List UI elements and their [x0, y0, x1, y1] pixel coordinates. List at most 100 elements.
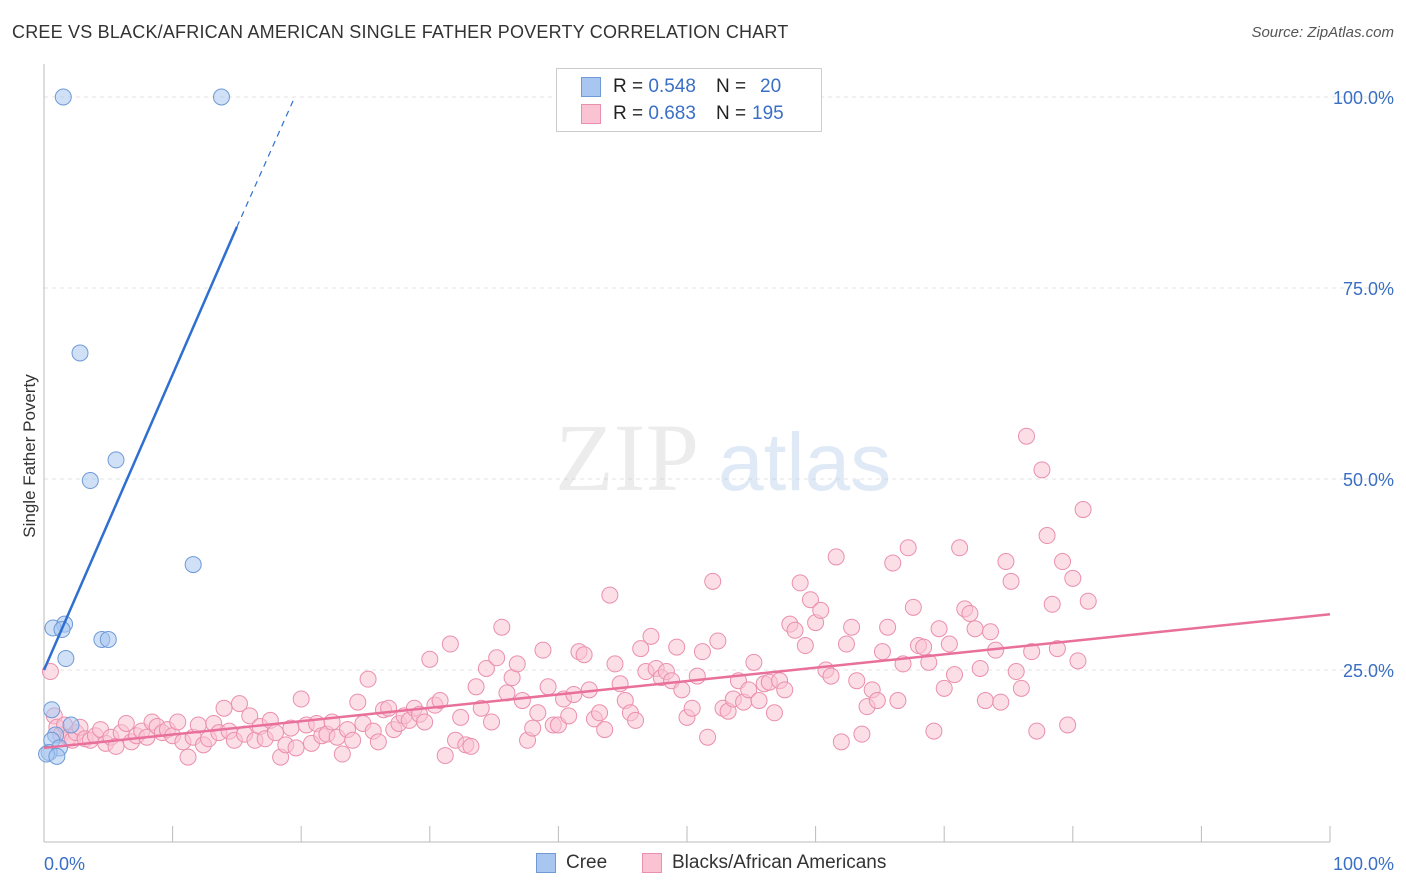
black-point: [241, 707, 259, 725]
black-point: [925, 722, 943, 740]
black-point: [292, 690, 310, 708]
black-point: [940, 635, 958, 653]
series-legend-cree[interactable]: Cree: [536, 852, 607, 874]
series-legend-black[interactable]: Blacks/African Americans: [642, 852, 886, 874]
black-point: [822, 667, 840, 685]
black-point: [992, 693, 1010, 711]
black-point: [467, 678, 485, 696]
black-point: [1064, 569, 1082, 587]
black-point: [1074, 501, 1092, 519]
black-point: [776, 681, 794, 699]
cree-point: [184, 556, 202, 574]
watermark-zip: ZIP: [555, 404, 699, 511]
trend-lines: [42, 96, 1331, 750]
black-point: [627, 711, 645, 729]
black-point: [765, 704, 783, 722]
black-point: [930, 620, 948, 638]
black-point: [462, 737, 480, 755]
black-point: [976, 692, 994, 710]
black-point: [704, 572, 722, 590]
legend-row-cree: R = 0.548 N = 20: [581, 75, 781, 99]
black-point: [642, 627, 660, 645]
zipatlas-watermark: ZIP atlas: [555, 404, 891, 511]
cree-point: [62, 716, 80, 734]
black-point: [1023, 643, 1041, 661]
x-tick-label-min: 0.0%: [44, 854, 85, 874]
black-point: [117, 714, 135, 732]
series-label-black: Blacks/African Americans: [672, 852, 887, 873]
series-legend: Cree Blacks/African Americans: [0, 852, 1406, 876]
black-point: [951, 539, 969, 557]
black-point: [837, 635, 855, 653]
black-point: [441, 635, 459, 653]
black-point: [488, 649, 506, 667]
cree-point: [81, 472, 99, 490]
series-swatch-black: [642, 853, 662, 873]
black-point: [889, 692, 907, 710]
black-point: [915, 638, 933, 656]
cree-point: [212, 88, 230, 106]
black-point: [369, 733, 387, 751]
black-point: [879, 618, 897, 636]
black-point: [796, 637, 814, 655]
black-point: [1069, 652, 1087, 670]
cree-trend-extension: [236, 96, 296, 228]
black-point: [961, 604, 979, 622]
y-tick-label: 25.0%: [1343, 661, 1394, 681]
black-point: [827, 548, 845, 566]
black-point: [483, 713, 501, 731]
black-point: [1043, 595, 1061, 613]
watermark-atlas: atlas: [718, 417, 891, 508]
black-point: [421, 650, 439, 668]
black-point: [596, 721, 614, 739]
black-trend-line: [43, 612, 1331, 750]
cree-trend-line: [42, 226, 239, 671]
black-point: [873, 643, 891, 661]
black-point: [981, 623, 999, 641]
black-point: [534, 641, 552, 659]
black-point: [699, 728, 717, 746]
black-point: [750, 692, 768, 710]
black-point: [1033, 461, 1051, 479]
black-point: [693, 643, 711, 661]
black-point: [524, 719, 542, 737]
black-point: [560, 707, 578, 725]
legend-n-label: N =: [715, 103, 747, 124]
chart-title: CREE VS BLACK/AFRICAN AMERICAN SINGLE FA…: [12, 22, 789, 42]
black-point: [452, 708, 470, 726]
black-point: [853, 725, 871, 743]
black-point: [1007, 663, 1025, 681]
black-point: [1048, 640, 1066, 658]
black-point: [801, 591, 819, 609]
legend-r-label: R =: [613, 103, 644, 124]
cree-point: [99, 630, 117, 648]
legend-r-label: R =: [613, 76, 644, 97]
legend-n-value: 195: [752, 103, 784, 124]
black-point: [832, 733, 850, 751]
black-point: [359, 670, 377, 688]
black-point: [868, 692, 886, 710]
black-point: [169, 713, 187, 731]
black-point: [966, 620, 984, 638]
black-point: [333, 745, 351, 763]
black-point: [1059, 716, 1077, 734]
black-point: [1054, 553, 1072, 571]
black-point: [848, 672, 866, 690]
legend-r-value: 0.548: [648, 76, 696, 97]
black-point: [215, 699, 233, 717]
black-point: [920, 653, 938, 671]
black-point: [843, 618, 861, 636]
black-point: [673, 681, 691, 699]
black-point: [287, 739, 305, 757]
black-point: [997, 553, 1015, 571]
black-point: [344, 731, 362, 749]
black-point: [472, 699, 490, 717]
black-point: [971, 659, 989, 677]
black-point: [899, 539, 917, 557]
black-point: [1038, 527, 1056, 545]
tick-labels: 25.0% 50.0% 75.0% 100.0% 0.0% 100.0%: [44, 88, 1394, 874]
cree-point: [48, 747, 66, 765]
black-point: [513, 692, 531, 710]
y-tick-label: 50.0%: [1343, 470, 1394, 490]
